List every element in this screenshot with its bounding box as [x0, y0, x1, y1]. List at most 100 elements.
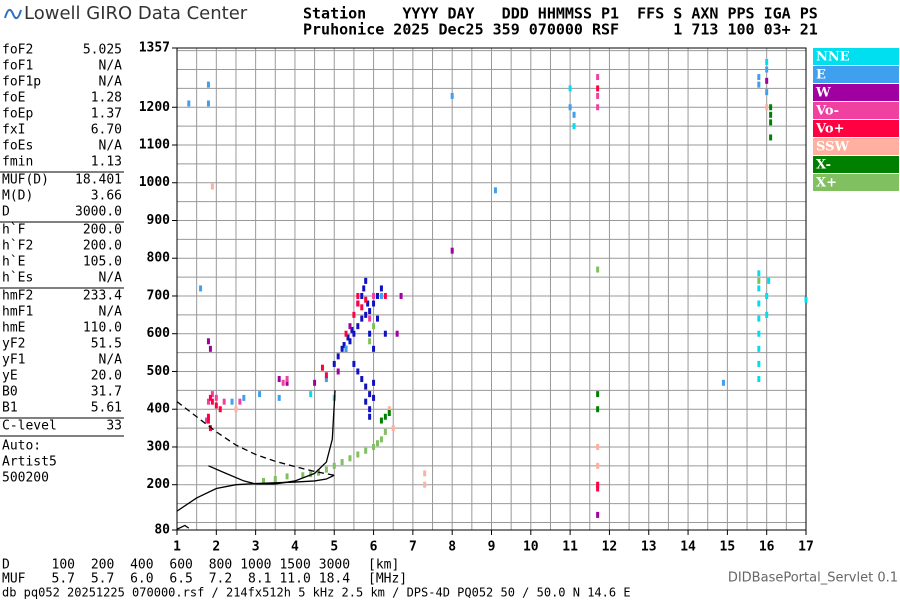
- echo-point: [356, 368, 360, 375]
- echo-point: [368, 315, 372, 322]
- note: Auto:: [2, 439, 41, 454]
- param-value: 110.0: [83, 321, 122, 336]
- echo-point: [368, 391, 372, 398]
- echo-point: [379, 292, 383, 299]
- param-label: foF1: [2, 59, 33, 74]
- echo-point: [356, 323, 360, 330]
- echo-point: [218, 406, 222, 413]
- echo-point: [572, 111, 576, 118]
- d-value: 1000: [240, 558, 271, 573]
- echo-point: [368, 308, 372, 315]
- param-value: 5.61: [91, 401, 122, 416]
- echo-point: [765, 58, 769, 65]
- muf-value: 18.4: [319, 572, 350, 587]
- param-value: 20.0: [91, 369, 122, 384]
- param-label: foF1p: [2, 75, 41, 90]
- profile-trace: [176, 524, 190, 530]
- y-tick-label: 500: [147, 364, 171, 379]
- echo-point: [364, 398, 368, 405]
- param-value: 233.4: [83, 289, 122, 304]
- echo-point: [324, 466, 328, 473]
- d-value: 400: [130, 558, 153, 573]
- param-value: N/A: [99, 139, 123, 154]
- echo-point: [234, 406, 238, 413]
- echo-point: [572, 123, 576, 130]
- echo-point: [273, 476, 277, 483]
- d-value: 800: [209, 558, 232, 573]
- echo-point: [596, 462, 600, 469]
- echo-point: [596, 511, 600, 518]
- d-value: 1500: [279, 558, 310, 573]
- echo-point: [596, 74, 600, 81]
- echo-point: [301, 472, 305, 479]
- echo-point: [285, 473, 289, 480]
- echo-point: [206, 338, 210, 345]
- echo-point: [344, 345, 348, 352]
- muf-value: 8.1: [248, 572, 271, 587]
- param-label: yF2: [2, 337, 25, 352]
- echo-point: [360, 376, 364, 383]
- echo-point: [222, 398, 226, 405]
- profile-trace: [176, 474, 335, 512]
- echo-point: [757, 277, 761, 284]
- param-value: 33: [106, 419, 122, 434]
- echo-point: [214, 394, 218, 401]
- x-tick-label: 2: [212, 540, 220, 555]
- echo-point: [493, 187, 497, 194]
- param-value: 31.7: [91, 385, 122, 400]
- param-label: foE: [2, 91, 25, 106]
- note: Artist5: [2, 455, 57, 470]
- legend-swatch: [813, 48, 899, 65]
- echo-point: [757, 330, 761, 337]
- echo-point: [366, 300, 370, 307]
- param-value: N/A: [99, 271, 123, 286]
- echo-point: [383, 292, 387, 299]
- echo-point: [336, 353, 340, 360]
- echo-point: [277, 394, 281, 401]
- echo-point: [372, 292, 376, 299]
- muf-value: 6.0: [130, 572, 153, 587]
- param-label: foEp: [2, 107, 33, 122]
- param-label: C-level: [2, 419, 57, 434]
- echo-point: [757, 270, 761, 277]
- echo-point: [372, 443, 376, 450]
- x-tick-label: 15: [720, 540, 736, 555]
- d-value: 600: [169, 558, 192, 573]
- echo-point: [206, 81, 210, 88]
- echo-point: [372, 345, 376, 352]
- profile-trace: [208, 390, 336, 485]
- header-line: Station YYYY DAY DDD HHMMSS P1 FFS S AXN…: [303, 5, 818, 23]
- muf-value: 5.7: [91, 572, 114, 587]
- echo-point: [360, 292, 364, 299]
- echo-point: [277, 376, 281, 383]
- echo-point: [346, 334, 350, 341]
- legend-label: Vo-: [815, 104, 839, 119]
- legend-swatch: [813, 156, 899, 173]
- echo-point: [765, 292, 769, 299]
- d-value: 100: [52, 558, 75, 573]
- param-label: fxI: [2, 123, 25, 138]
- echo-point: [765, 77, 769, 84]
- echo-point: [199, 285, 203, 292]
- echo-point: [769, 111, 773, 118]
- param-value: 1.13: [91, 155, 122, 170]
- echo-point: [769, 119, 773, 126]
- y-tick-label: 1357: [139, 41, 170, 56]
- echo-point: [368, 338, 372, 345]
- param-label: foEs: [2, 139, 33, 154]
- echo-point: [340, 459, 344, 466]
- param-value: N/A: [99, 59, 123, 74]
- echo-point: [320, 364, 324, 371]
- echo-point: [757, 376, 761, 383]
- echo-point: [309, 391, 313, 398]
- y-tick-label: 900: [147, 213, 171, 228]
- echo-point: [757, 74, 761, 81]
- echo-point: [375, 292, 379, 299]
- echo-point: [596, 92, 600, 99]
- echo-point: [332, 360, 336, 367]
- echo-point: [356, 292, 360, 299]
- echo-point: [206, 398, 210, 405]
- param-value: 1.37: [91, 107, 122, 122]
- x-tick-label: 12: [602, 540, 618, 555]
- echo-point: [342, 342, 346, 349]
